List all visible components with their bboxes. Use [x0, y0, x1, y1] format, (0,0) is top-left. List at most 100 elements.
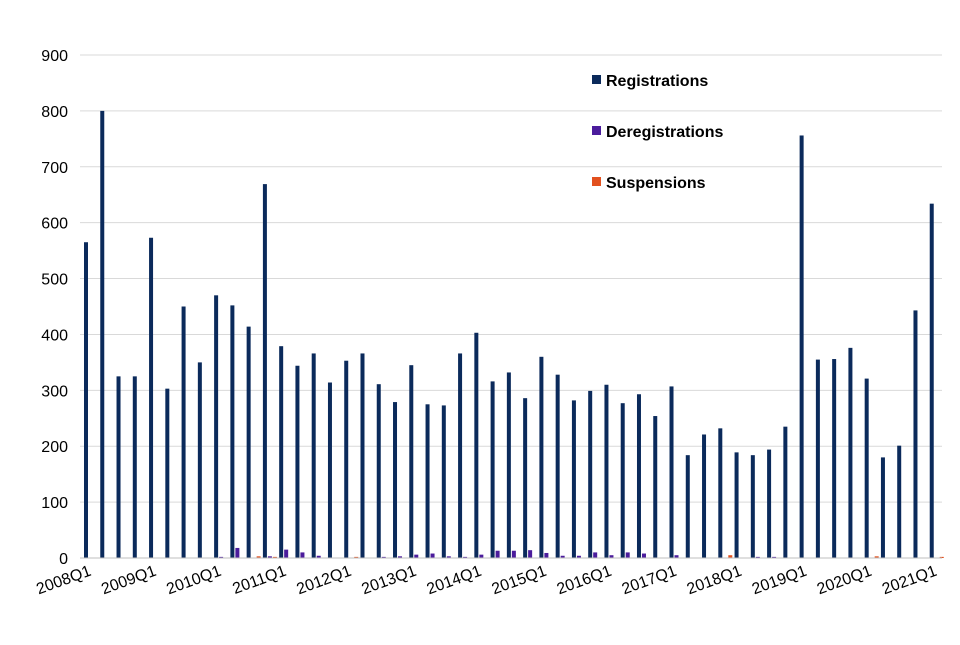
- bar-registrations: [832, 359, 837, 558]
- bar-deregistrations: [414, 554, 419, 558]
- bar-registrations: [311, 353, 316, 558]
- bar-registrations: [458, 353, 463, 558]
- bar-registrations: [100, 110, 105, 558]
- y-tick-label: 300: [41, 383, 68, 400]
- bar-suspensions: [728, 555, 733, 558]
- legend-swatch-registrations: [592, 75, 601, 84]
- bar-registrations: [750, 455, 755, 558]
- bar-registrations: [262, 184, 267, 558]
- bar-deregistrations: [316, 555, 321, 558]
- x-tick-label: 2020Q1: [815, 563, 874, 598]
- y-tick-label: 0: [59, 551, 68, 568]
- y-tick-label: 600: [41, 216, 68, 233]
- x-tick-label: 2014Q1: [425, 563, 484, 598]
- bar-registrations: [815, 359, 820, 558]
- bar-registrations: [279, 346, 284, 558]
- bar-deregistrations: [674, 555, 679, 558]
- x-tick-label: 2008Q1: [34, 563, 93, 598]
- bar-registrations: [880, 457, 885, 558]
- bar-deregistrations: [479, 554, 484, 558]
- y-tick-label: 100: [41, 495, 68, 512]
- bar-deregistrations: [560, 555, 565, 558]
- legend-label-registrations: Registrations: [606, 73, 708, 90]
- bar-registrations: [132, 376, 137, 558]
- bar-registrations: [116, 376, 121, 558]
- x-tick-label: 2012Q1: [294, 563, 353, 598]
- bar-registrations: [506, 372, 511, 558]
- bar-deregistrations: [495, 550, 500, 558]
- bar-registrations: [897, 445, 902, 558]
- bar-registrations: [230, 305, 235, 558]
- bar-registrations: [702, 434, 707, 558]
- bar-registrations: [327, 382, 332, 558]
- bar-registrations: [539, 356, 544, 558]
- bar-deregistrations: [755, 556, 760, 558]
- bar-deregistrations: [300, 552, 305, 558]
- bar-registrations: [636, 394, 641, 558]
- x-tick-label: 2016Q1: [555, 563, 614, 598]
- x-tick-label: 2013Q1: [359, 563, 418, 598]
- bar-registrations: [214, 295, 219, 558]
- bar-deregistrations: [446, 556, 451, 558]
- bar-deregistrations: [511, 550, 516, 558]
- bar-deregistrations: [772, 556, 777, 558]
- legend-label-suspensions: Suspensions: [606, 175, 706, 192]
- bar-deregistrations: [609, 555, 614, 558]
- bar-registrations: [344, 360, 349, 558]
- bar-registrations: [360, 353, 365, 558]
- bar-deregistrations: [284, 549, 289, 558]
- bar-deregistrations: [641, 553, 646, 558]
- bar-registrations: [376, 384, 381, 558]
- x-tick-label: 2018Q1: [685, 563, 744, 598]
- bar-registrations: [246, 326, 251, 558]
- bar-registrations: [149, 237, 154, 559]
- bar-deregistrations: [219, 556, 224, 558]
- bar-deregistrations: [235, 547, 240, 558]
- x-tick-label: 2009Q1: [99, 563, 158, 598]
- bar-registrations: [490, 381, 495, 558]
- bar-deregistrations: [463, 556, 468, 558]
- bar-registrations: [181, 306, 186, 558]
- legend-swatch-suspensions: [592, 177, 601, 186]
- bar-registrations: [669, 386, 674, 558]
- x-tick-label: 2011Q1: [230, 563, 288, 598]
- bar-registrations: [165, 388, 170, 558]
- legend-swatch-deregistrations: [592, 126, 601, 135]
- bar-registrations: [571, 400, 576, 558]
- bar-registrations: [848, 347, 853, 558]
- bar-deregistrations: [430, 553, 435, 558]
- bar-registrations: [84, 242, 88, 558]
- bar-registrations: [653, 416, 658, 558]
- x-tick-label: 2010Q1: [164, 563, 223, 598]
- bar-registrations: [929, 203, 934, 559]
- y-axis-ticks: 0 100 200 300 400 500 600 700 800 900: [41, 48, 68, 568]
- bar-deregistrations: [267, 556, 272, 558]
- bar-registrations: [425, 404, 430, 558]
- bar-registrations: [393, 402, 398, 558]
- bar-suspensions: [256, 556, 261, 558]
- bar-registrations: [197, 362, 202, 558]
- bar-suspensions: [874, 556, 879, 558]
- bar-registrations: [474, 332, 479, 558]
- bar-registrations: [734, 452, 739, 558]
- x-tick-label: 2017Q1: [620, 563, 679, 598]
- x-tick-label: 2021Q1: [880, 563, 939, 598]
- y-tick-label: 200: [41, 439, 68, 456]
- y-tick-label: 500: [41, 272, 68, 289]
- y-tick-label: 800: [41, 104, 68, 121]
- bar-deregistrations: [398, 556, 403, 558]
- x-axis-ticks: 2008Q1 2009Q1 2010Q1 2011Q1 2012Q1 2013Q1 2014…: [34, 563, 939, 598]
- bar-registrations: [441, 405, 446, 558]
- bar-deregistrations: [528, 550, 533, 558]
- bar-registrations: [767, 449, 772, 558]
- bar-registrations: [864, 378, 869, 558]
- bar-deregistrations: [576, 555, 581, 558]
- legend: Registrations Deregistrations Suspension…: [592, 73, 723, 192]
- bar-registrations: [409, 365, 414, 558]
- y-tick-label: 400: [41, 327, 68, 344]
- bar-registrations: [604, 384, 609, 558]
- bar-registrations: [783, 426, 788, 558]
- x-tick-label: 2019Q1: [750, 563, 809, 598]
- bar-deregistrations: [593, 552, 598, 558]
